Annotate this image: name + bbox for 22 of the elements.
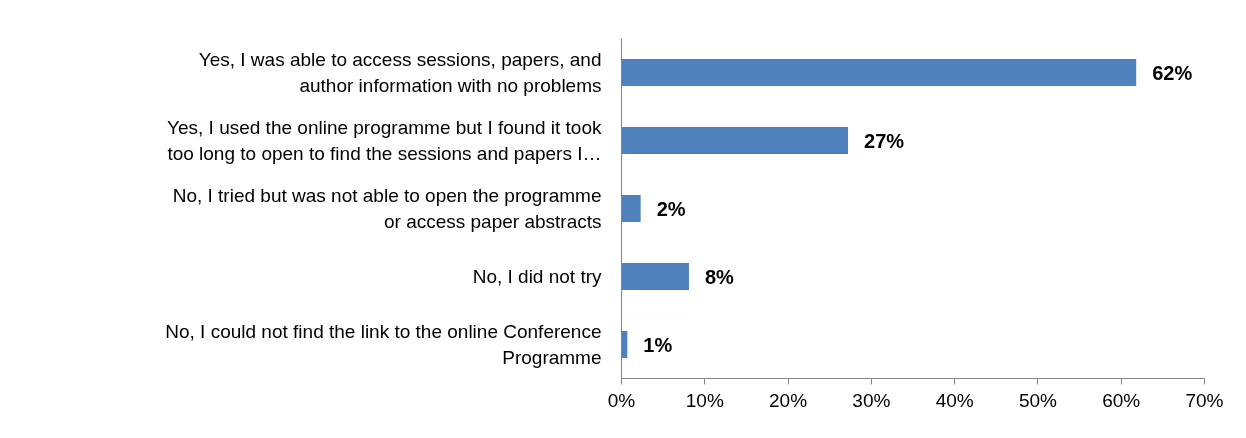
x-tick-label: 50% [1018, 389, 1058, 411]
bar [621, 194, 641, 223]
x-tick-label: 70% [1185, 389, 1224, 411]
x-tick-label: 0% [607, 389, 636, 411]
y-tick-label: No, I tried but was not able to open the programme or access paper abstracts [172, 185, 602, 232]
x-tick-label: 20% [769, 389, 808, 411]
bar [621, 58, 1137, 87]
x-tick-label: 10% [685, 389, 724, 411]
data-label: 2% [656, 197, 686, 220]
bar [621, 126, 849, 155]
y-tick-label: Yes, I used the online programme but I found it took too long to open to find the sessions and papers I… [167, 117, 602, 164]
data-label: 8% [704, 265, 735, 288]
x-tick-label: 30% [852, 389, 891, 411]
data-label: 1% [643, 333, 673, 356]
x-tick-label: 40% [935, 389, 974, 411]
bar [621, 262, 689, 291]
y-tick-label: Yes, I was able to access sessions, papers, and author information with no problems [198, 49, 602, 96]
data-label: 62% [1152, 61, 1193, 84]
data-label: 27% [864, 129, 905, 152]
y-tick-label: No, I did not try [472, 266, 602, 287]
x-tick-label: 60% [1102, 389, 1141, 411]
y-tick-label: No, I could not find the link to the online Conference Programme [165, 321, 602, 368]
